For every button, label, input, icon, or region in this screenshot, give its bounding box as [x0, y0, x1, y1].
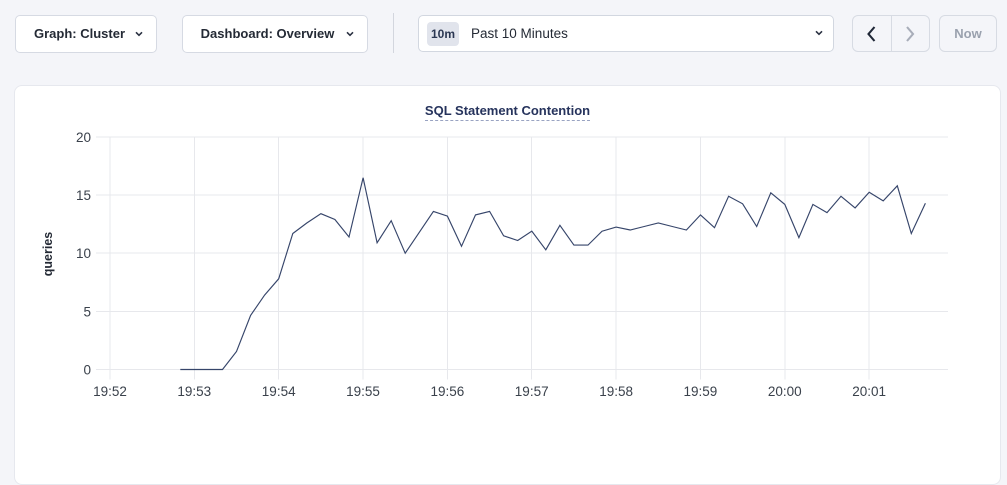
svg-text:5: 5: [83, 304, 91, 319]
svg-text:20:01: 20:01: [852, 384, 886, 399]
svg-text:10: 10: [76, 246, 91, 261]
svg-text:19:59: 19:59: [684, 384, 718, 399]
svg-text:20:00: 20:00: [768, 384, 802, 399]
svg-text:15: 15: [76, 188, 91, 203]
svg-text:19:58: 19:58: [599, 384, 633, 399]
svg-text:19:52: 19:52: [93, 384, 127, 399]
svg-text:19:53: 19:53: [177, 384, 211, 399]
svg-text:19:54: 19:54: [262, 384, 296, 399]
svg-text:queries: queries: [41, 232, 55, 277]
svg-text:19:55: 19:55: [346, 384, 380, 399]
svg-text:19:57: 19:57: [515, 384, 549, 399]
svg-text:0: 0: [83, 362, 91, 377]
svg-text:19:56: 19:56: [431, 384, 465, 399]
svg-text:20: 20: [76, 130, 91, 145]
